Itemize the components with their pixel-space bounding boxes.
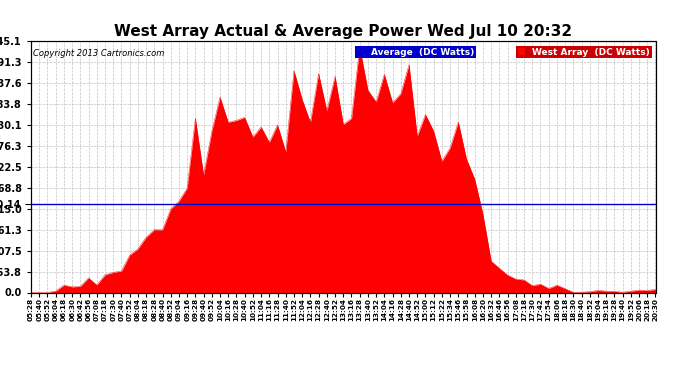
Text: Copyright 2013 Cartronics.com: Copyright 2013 Cartronics.com bbox=[33, 49, 164, 58]
Legend: West Array  (DC Watts): West Array (DC Watts) bbox=[516, 46, 651, 58]
Title: West Array Actual & Average Power Wed Jul 10 20:32: West Array Actual & Average Power Wed Ju… bbox=[115, 24, 572, 39]
